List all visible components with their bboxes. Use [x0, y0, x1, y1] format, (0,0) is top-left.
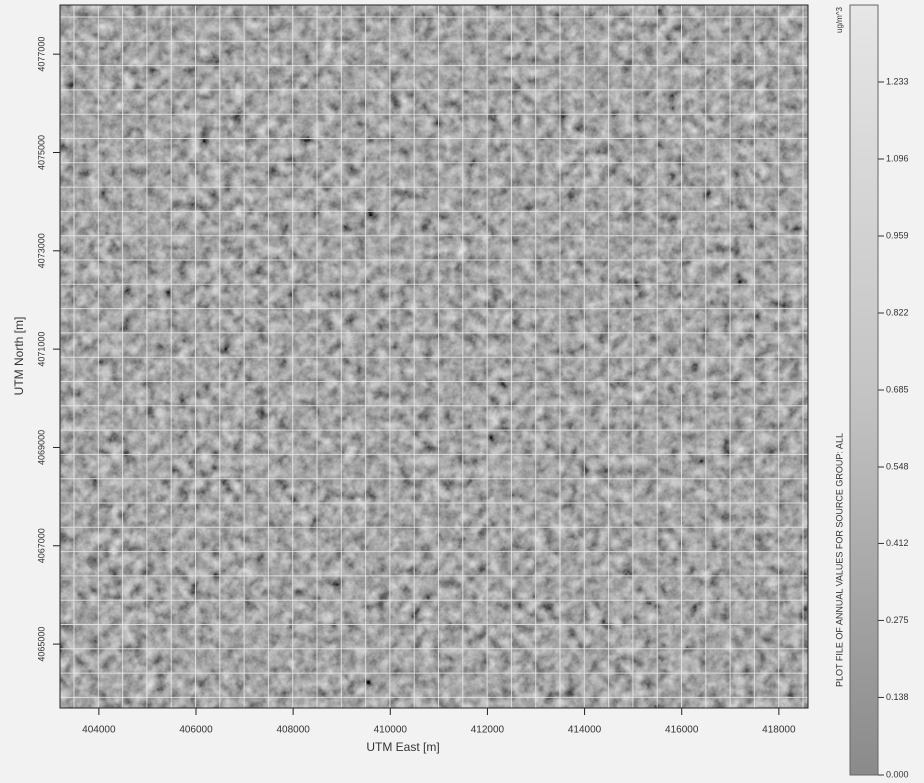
y-tick-label: 4077000 — [36, 37, 46, 72]
colorbar-tick-label: 0.412 — [886, 538, 909, 548]
y-tick-label: 4067000 — [36, 528, 46, 563]
colorbar-tick-label: 0.685 — [886, 384, 909, 394]
colorbar-unit: ug/m^3 — [835, 6, 844, 33]
y-tick-label: 4071000 — [36, 332, 46, 367]
y-tick-label: 4069000 — [36, 430, 46, 465]
colorbar-tick-label: 0.000 — [886, 769, 909, 778]
page: UTM East [m] UTM North [m] PLOT FILE OF … — [0, 0, 924, 783]
colorbar-tick-label: 0.548 — [886, 461, 909, 471]
colorbar-tick-label: 0.138 — [886, 692, 909, 702]
colorbar-tick-label: 1.233 — [886, 76, 909, 86]
x-tick-label: 406000 — [179, 725, 213, 736]
map-view: UTM East [m] UTM North [m] PLOT FILE OF … — [0, 0, 924, 778]
x-tick-label: 416000 — [665, 725, 699, 736]
x-tick-label: 414000 — [568, 725, 602, 736]
satellite-image — [60, 5, 808, 708]
colorbar-tick-label: 0.275 — [886, 615, 909, 625]
x-tick-label: 418000 — [762, 725, 796, 736]
y-tick-label: 4075000 — [36, 135, 46, 170]
colorbar-tick-label: 0.959 — [886, 230, 909, 240]
x-axis-label: UTM East [m] — [366, 740, 439, 754]
colorbar-title: PLOT FILE OF ANNUAL VALUES FOR SOURCE GR… — [834, 433, 844, 687]
colorbar-tick-label: 1.096 — [886, 153, 909, 163]
y-tick-label: 4065000 — [36, 627, 46, 662]
y-axis-label: UTM North [m] — [12, 317, 26, 396]
colorbar-tick-label: 0.822 — [886, 307, 909, 317]
x-tick-label: 412000 — [471, 725, 505, 736]
y-tick-label: 4073000 — [36, 233, 46, 268]
x-tick-label: 408000 — [276, 725, 310, 736]
colorbar — [850, 5, 878, 775]
x-tick-label: 404000 — [82, 725, 116, 736]
x-tick-label: 410000 — [374, 725, 408, 736]
